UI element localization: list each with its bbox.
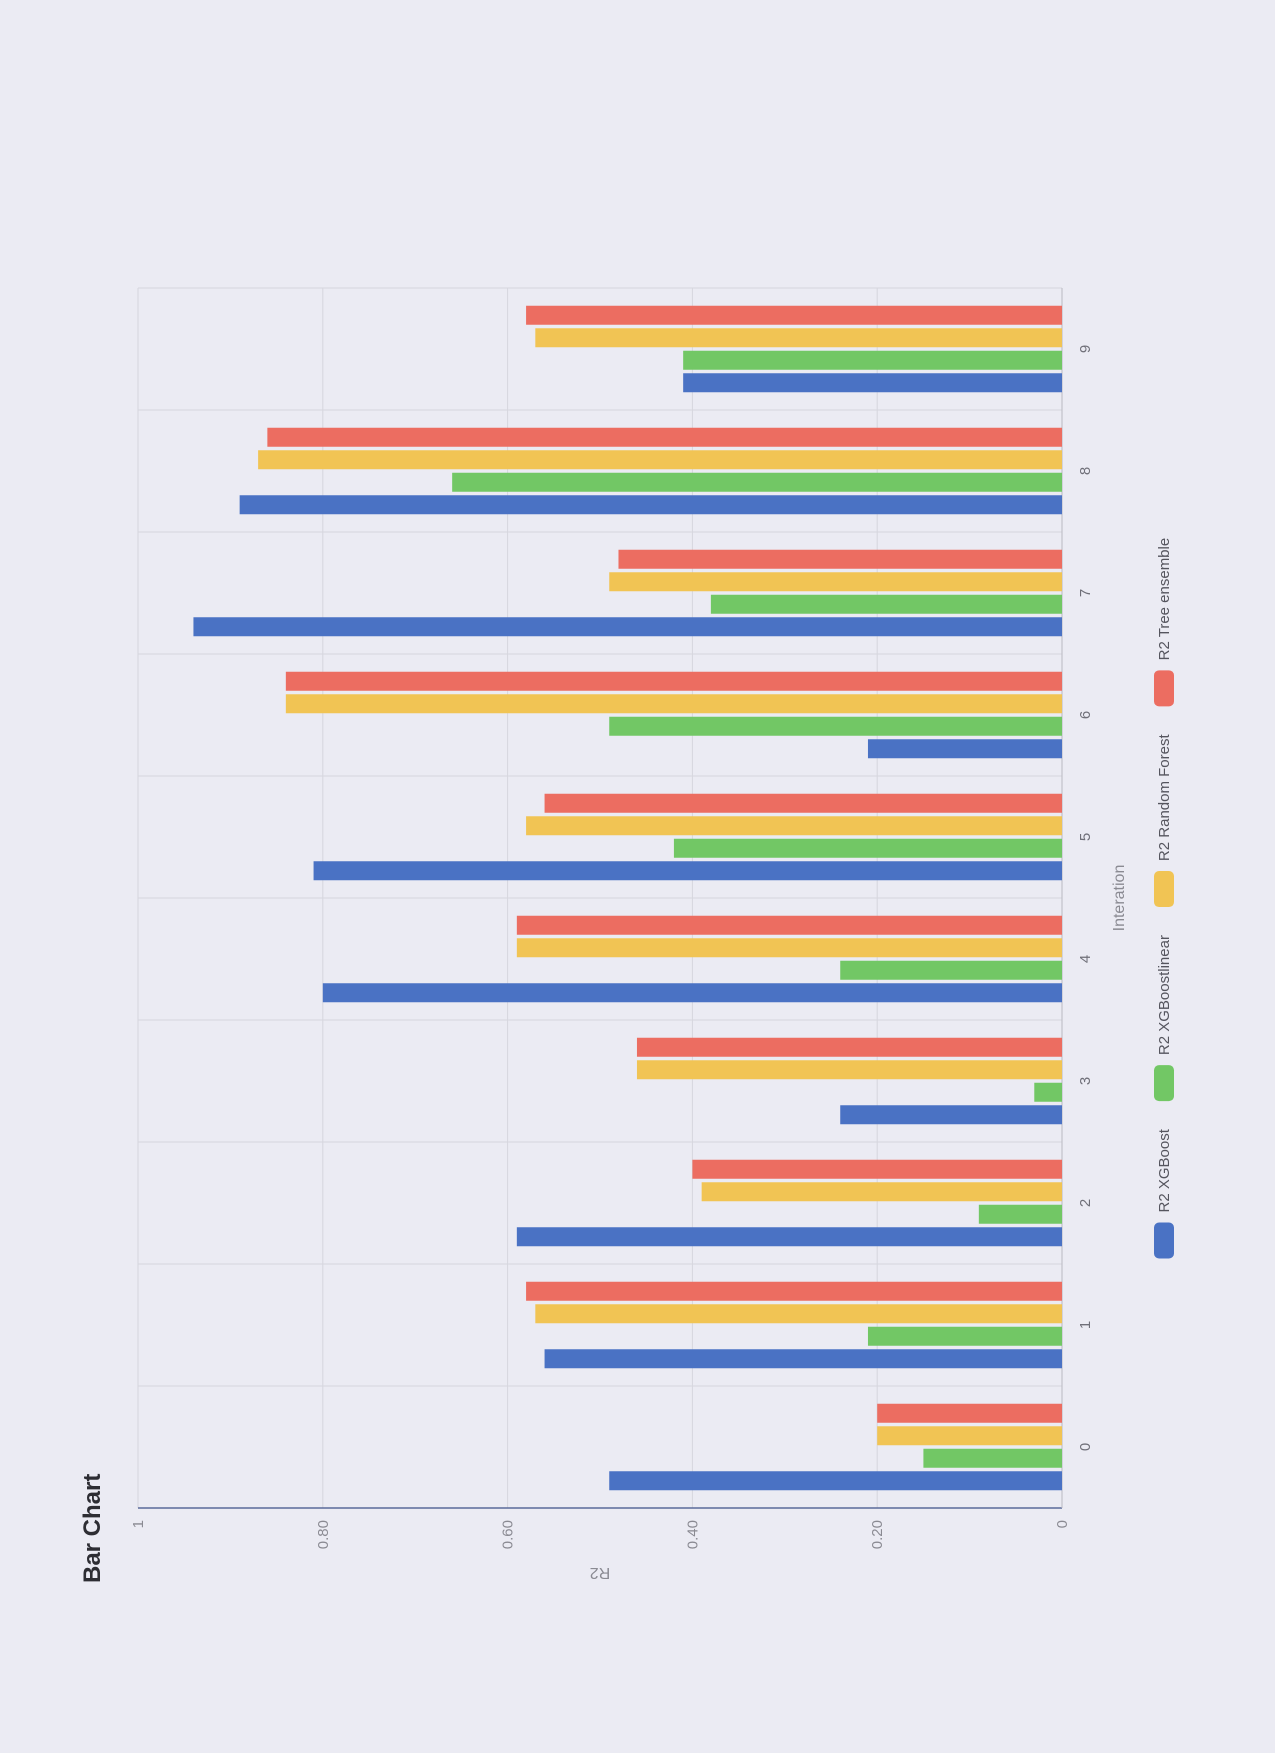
x-tick-label: 3 — [1077, 1077, 1094, 1085]
bar — [618, 549, 1062, 569]
bar — [516, 1227, 1062, 1247]
bar — [701, 1182, 1062, 1202]
x-tick-label: 0 — [1077, 1443, 1094, 1451]
x-tick-label: 7 — [1077, 589, 1094, 597]
bar — [535, 1304, 1062, 1324]
bar — [692, 1159, 1063, 1179]
x-tick-label: 2 — [1077, 1199, 1094, 1207]
bar — [867, 1326, 1063, 1346]
bar — [258, 450, 1062, 470]
x-tick-label: 8 — [1077, 467, 1094, 475]
x-tick-label: 4 — [1077, 955, 1094, 963]
x-tick-label: 6 — [1077, 711, 1094, 719]
legend-label: R2 Random Forest — [1156, 734, 1173, 862]
bar — [193, 617, 1062, 637]
y-tick-label: 0.80 — [315, 1520, 332, 1549]
bar — [516, 938, 1062, 958]
bar — [239, 495, 1062, 515]
bar — [1034, 1082, 1063, 1102]
chart-title: Bar Chart — [79, 1474, 106, 1583]
x-tick-label: 1 — [1077, 1321, 1094, 1329]
bar — [285, 694, 1062, 714]
bar — [840, 1105, 1062, 1125]
bar — [877, 1426, 1063, 1446]
bar — [516, 915, 1062, 935]
y-tick-label: 0.20 — [869, 1520, 886, 1549]
bar — [544, 1349, 1062, 1369]
x-tick-label: 5 — [1077, 833, 1094, 841]
bar — [267, 427, 1062, 447]
y-tick-label: 0.60 — [500, 1520, 517, 1549]
y-tick-label: 0 — [1054, 1520, 1071, 1528]
legend-swatch — [1154, 1065, 1174, 1102]
legend-swatch — [1154, 871, 1174, 908]
bar — [636, 1037, 1063, 1057]
bar — [609, 716, 1062, 736]
bar — [673, 838, 1062, 858]
bar — [526, 816, 1062, 836]
legend-label: R2 Tree ensemble — [1156, 538, 1173, 661]
bar — [452, 472, 1063, 492]
bar — [710, 594, 1062, 614]
bar — [526, 1281, 1062, 1301]
bar — [609, 572, 1062, 592]
legend-label: R2 XGBoost — [1156, 1128, 1173, 1212]
bar — [867, 739, 1063, 759]
x-tick-label: 9 — [1077, 345, 1094, 353]
y-tick-label: 0.40 — [684, 1520, 701, 1549]
y-tick-label: 1 — [130, 1520, 147, 1528]
bar — [322, 983, 1062, 1003]
bar — [535, 328, 1062, 348]
bar — [609, 1471, 1062, 1491]
bar — [285, 671, 1062, 691]
bar — [978, 1204, 1063, 1224]
bar — [526, 305, 1062, 325]
bar — [877, 1403, 1063, 1423]
x-axis-title: Interation — [1111, 865, 1128, 932]
legend-swatch — [1154, 1222, 1174, 1259]
bar — [840, 960, 1062, 980]
bar — [544, 793, 1062, 813]
bar — [636, 1060, 1063, 1080]
bar — [683, 350, 1062, 370]
y-axis-title: R2 — [590, 1564, 611, 1581]
bar — [313, 861, 1062, 881]
legend-label: R2 XGBoostlinear — [1156, 935, 1173, 1055]
legend-swatch — [1154, 670, 1174, 707]
bar — [683, 373, 1062, 393]
bar — [923, 1448, 1063, 1468]
